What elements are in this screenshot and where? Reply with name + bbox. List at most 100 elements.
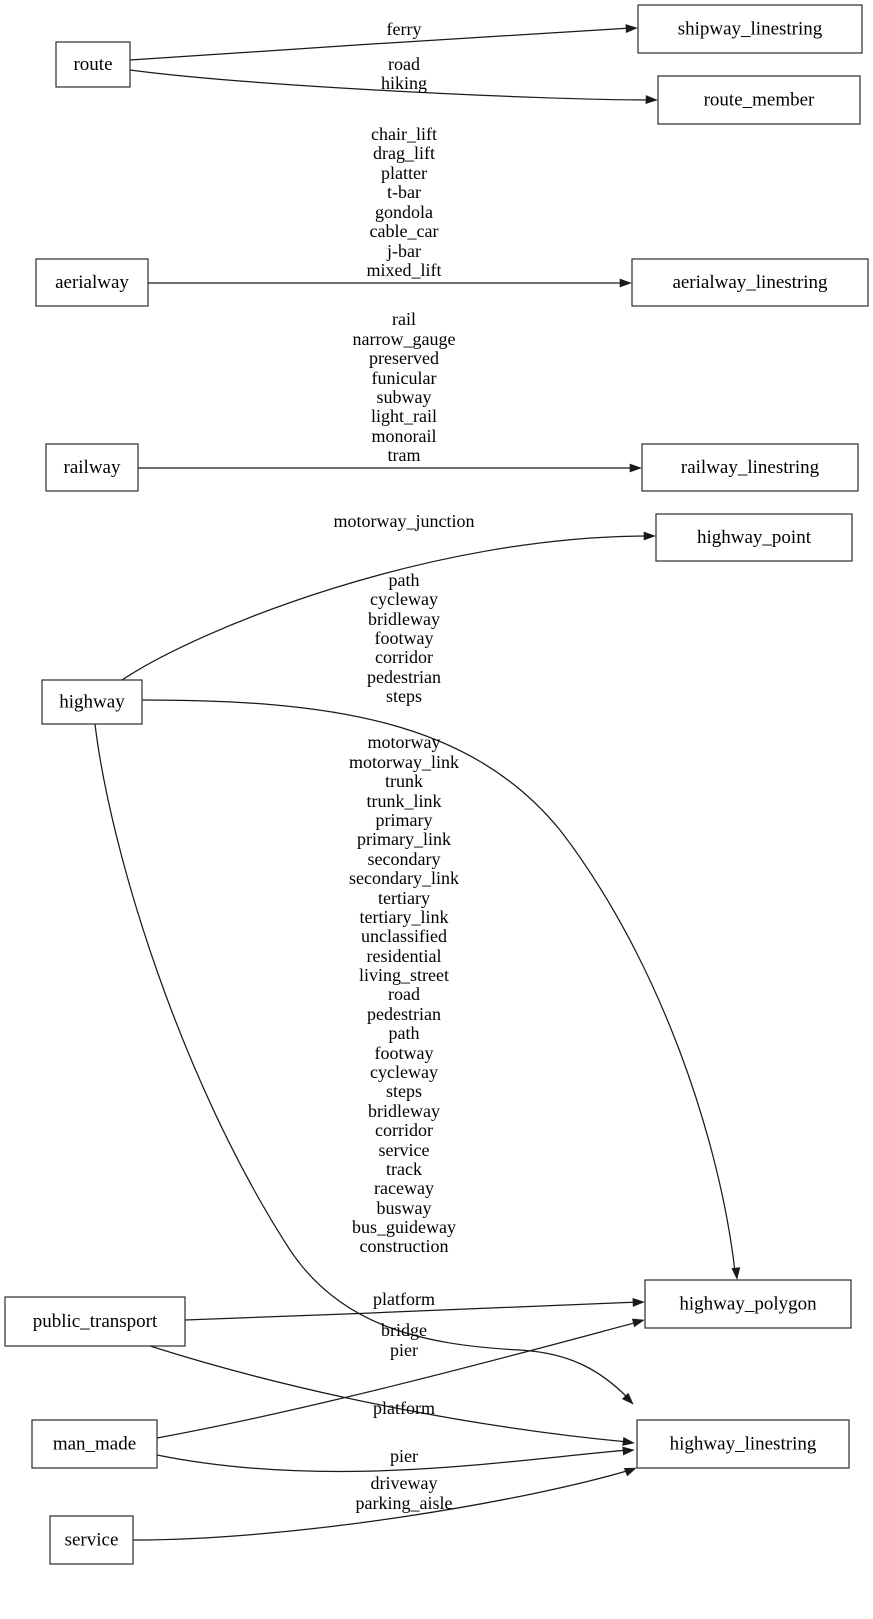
edge-label: bridge <box>381 1320 427 1340</box>
edge-label: chair_lift <box>371 124 437 144</box>
node-box[interactable] <box>655 513 853 562</box>
edge-label: secondary <box>368 849 441 869</box>
node-box[interactable] <box>644 1279 852 1329</box>
edge-label: raceway <box>374 1178 434 1198</box>
arrow-head-icon <box>619 278 632 288</box>
node-box[interactable] <box>41 679 143 725</box>
edge-label: bridleway <box>368 609 440 629</box>
graph-edge <box>149 1345 635 1446</box>
edge-label: cable_car <box>370 221 439 241</box>
arrow-head-icon <box>629 463 642 473</box>
graph-node-aerialway[interactable]: aerialway <box>35 258 149 307</box>
arrow-head-icon <box>632 1297 645 1307</box>
graph-node-shipway_linestring[interactable]: shipway_linestring <box>637 4 863 54</box>
edge-label: preserved <box>369 348 439 368</box>
node-box[interactable] <box>636 1419 850 1469</box>
node-box[interactable] <box>4 1296 186 1347</box>
graph-node-route[interactable]: route <box>55 41 131 88</box>
graph-node-highway[interactable]: highway <box>41 679 143 725</box>
edge-label: steps <box>386 686 422 706</box>
edge-label: tertiary <box>378 888 430 908</box>
edge-label: bus_guideway <box>352 1217 456 1237</box>
edge-label: cycleway <box>370 589 438 609</box>
node-box[interactable] <box>657 75 861 125</box>
edge-label: unclassified <box>361 926 447 946</box>
edge-label: path <box>389 1023 420 1043</box>
graph-node-highway_linestring[interactable]: highway_linestring <box>636 1419 850 1469</box>
edge-label: secondary_link <box>349 868 459 888</box>
edge-label: corridor <box>375 1120 433 1140</box>
edge-label: light_rail <box>371 406 437 426</box>
edge-label: road <box>388 54 420 74</box>
node-label: aerialway_linestring <box>672 272 828 293</box>
node-label: public_transport <box>33 1311 158 1332</box>
edge-label: corridor <box>375 647 433 667</box>
node-box[interactable] <box>641 443 859 492</box>
edge-label: gondola <box>375 202 433 222</box>
edge-label: motorway <box>368 732 441 752</box>
edge-label: residential <box>367 946 442 966</box>
edge-label: pedestrian <box>367 667 441 687</box>
edge-label: funicular <box>372 368 437 388</box>
node-box[interactable] <box>637 4 863 54</box>
node-label: shipway_linestring <box>678 18 823 39</box>
graph-edge <box>148 278 632 288</box>
graph-edge <box>156 1446 635 1473</box>
arrow-head-icon <box>623 1467 637 1477</box>
edge-path <box>129 69 652 101</box>
edge-label: road <box>388 984 420 1004</box>
graph-node-service[interactable]: service <box>49 1515 134 1565</box>
edge-path <box>141 699 736 1273</box>
edge-label: busway <box>377 1198 432 1218</box>
graph-node-railway_linestring[interactable]: railway_linestring <box>641 443 859 492</box>
graph-node-railway[interactable]: railway <box>45 443 139 492</box>
graph-edge <box>141 699 741 1280</box>
node-label: highway_linestring <box>670 1433 817 1454</box>
edge-label: bridleway <box>368 1101 440 1121</box>
graph-node-highway_point[interactable]: highway_point <box>655 513 853 562</box>
node-box[interactable] <box>45 443 139 492</box>
edge-label: steps <box>386 1081 422 1101</box>
edge-label: living_street <box>359 965 449 985</box>
edge-labels-layer: ferryroadhikingchair_liftdrag_liftplatte… <box>334 19 475 1513</box>
edge-label: pier <box>390 1446 418 1466</box>
graph-node-route_member[interactable]: route_member <box>657 75 861 125</box>
edge-label: tertiary_link <box>360 907 449 927</box>
edge-label: ferry <box>387 19 422 39</box>
node-box[interactable] <box>631 258 869 307</box>
edge-path <box>121 535 650 681</box>
node-label: service <box>65 1529 119 1550</box>
edge-label: trunk <box>385 771 423 791</box>
node-label: route <box>73 54 112 75</box>
edge-path <box>149 1345 629 1443</box>
graph-edge <box>129 69 658 105</box>
edge-label: path <box>389 570 420 590</box>
edge-label: footway <box>375 1043 434 1063</box>
node-label: railway <box>64 457 121 478</box>
node-label: highway_polygon <box>679 1293 817 1314</box>
node-label: railway_linestring <box>681 457 820 478</box>
node-label: route_member <box>704 89 815 110</box>
edge-label: primary <box>376 810 433 830</box>
graph-edge <box>94 723 634 1405</box>
node-box[interactable] <box>35 258 149 307</box>
edge-label: rail <box>392 309 416 329</box>
edge-label: track <box>386 1159 422 1179</box>
graph-node-public_transport[interactable]: public_transport <box>4 1296 186 1347</box>
graph-edge <box>132 1467 637 1541</box>
graph-node-highway_polygon[interactable]: highway_polygon <box>644 1279 852 1329</box>
edge-label: trunk_link <box>367 791 442 811</box>
edge-path <box>184 1301 639 1321</box>
nodes-layer: route shipway_linestring route_memberaeria… <box>4 4 869 1565</box>
node-box[interactable] <box>55 41 131 88</box>
edge-label: parking_aisle <box>356 1493 453 1513</box>
edge-label: driveway <box>371 1473 438 1493</box>
edges-layer <box>94 24 741 1541</box>
node-box[interactable] <box>49 1515 134 1565</box>
graph-edge <box>121 531 656 681</box>
graph-node-man_made[interactable]: man_made <box>31 1419 158 1469</box>
graph-node-aerialway_linestring[interactable]: aerialway_linestring <box>631 258 869 307</box>
arrow-head-icon <box>622 1446 635 1456</box>
node-box[interactable] <box>31 1419 158 1469</box>
